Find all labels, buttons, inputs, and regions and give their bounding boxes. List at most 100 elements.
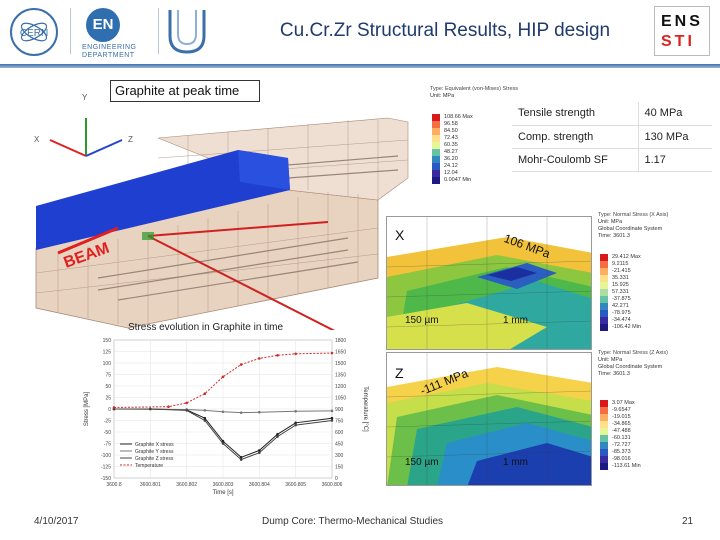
colorbar-label: -78.975: [612, 310, 631, 316]
colorbar-swatch: [600, 449, 608, 456]
slide-header: CERN EN ENGINEERING DEPARTMENT Cu.Cr.Zr …: [0, 0, 720, 68]
model-colorbar: [432, 114, 440, 184]
property-row: Comp. strength 130 MPa: [512, 125, 712, 149]
cern-logo: CERN: [8, 6, 60, 58]
colorbar-swatch: [432, 170, 440, 177]
colorbar-swatch: [432, 128, 440, 135]
zoom-region-marker: [142, 232, 154, 240]
header-divider: [158, 8, 159, 54]
x-tick-label: 3600.802: [176, 482, 197, 488]
en-logo-line1: ENGINEERING: [82, 44, 137, 51]
y2-axis-title: Temperature [°C]: [362, 386, 368, 432]
y-axis-title: Stress [MPa]: [84, 391, 90, 426]
ensti-logo: ENS STI: [654, 6, 710, 56]
y-tick-label: 50: [105, 384, 111, 390]
y-tick-label: 125: [103, 350, 112, 356]
y2-tick-label: 750: [335, 419, 344, 425]
y2-tick-label: 900: [335, 407, 344, 413]
stress-z-panel: Z -111 MPa 150 µm 1 mm: [386, 352, 592, 486]
data-point: [203, 409, 207, 412]
z-axis-arrow: [85, 139, 123, 157]
colorbar-label: 36.20: [444, 156, 458, 162]
data-point: [276, 354, 279, 357]
data-point: [167, 405, 170, 408]
property-value: 1.17: [637, 148, 712, 172]
panel-z-legend-header: Type: Normal Stress (Z Axis) Unit: MPa G…: [598, 350, 668, 378]
colorbar-label: 96.58: [444, 121, 458, 127]
colorbar-label: -113.61 Min: [612, 463, 641, 469]
y-tick-label: -75: [104, 442, 111, 448]
data-point: [258, 451, 261, 454]
data-point: [239, 363, 243, 366]
panel-z-legend-title: Type: Normal Stress (Z Axis): [598, 350, 668, 356]
ensti-logo-row2: STI: [661, 33, 695, 50]
colorbar-label: 12.04: [444, 170, 458, 176]
stress-evolution-chart: -150 -125 -100 -75 -50 -25 0 25 50 75 100 125 150 0 15…: [80, 332, 370, 498]
footer-title: Dump Core: Thermo-Mechanical Studies: [262, 516, 444, 527]
colorbar-label: -98.016: [612, 456, 631, 462]
data-point: [203, 416, 207, 420]
stress-x-contour: [387, 217, 591, 349]
y2-tick-label: 150: [335, 465, 344, 471]
colorbar-swatch: [600, 303, 608, 310]
colorbar-swatch: [600, 261, 608, 268]
x-tick-label: 3600.805: [285, 482, 306, 488]
colorbar-label: 35.331: [612, 275, 629, 281]
colorbar-swatch: [600, 435, 608, 442]
colorbar-label: 0.0047 Min: [444, 177, 472, 183]
colorbar-swatch: [600, 296, 608, 303]
y-tick-label: 75: [105, 373, 111, 379]
y-tick-label: -25: [104, 419, 111, 425]
data-point: [294, 423, 297, 427]
colorbar-swatch: [600, 421, 608, 428]
colorbar-label: -34.474: [612, 317, 631, 323]
en-logo-line2: DEPARTMENT: [82, 52, 135, 59]
data-point: [112, 406, 116, 409]
y-tick-label: -125: [101, 465, 111, 471]
y-tick-label: -100: [101, 453, 111, 459]
colorbar-label: 3.07 Max: [612, 400, 635, 406]
colorbar-label: 42.271: [612, 303, 629, 309]
data-point: [149, 407, 152, 411]
data-point: [258, 410, 261, 414]
y2-tick-label: 1050: [335, 396, 346, 402]
y2-tick-label: 1500: [335, 361, 346, 367]
colorbar-swatch: [600, 456, 608, 463]
chart-caption: Stress evolution in Graphite in time: [128, 322, 284, 333]
data-point: [276, 433, 279, 436]
panel-z-scale-left: 150 µm: [405, 457, 439, 468]
colorbar-swatch: [432, 142, 440, 149]
colorbar-label: -47.488: [612, 428, 631, 434]
data-point: [330, 419, 334, 422]
data-point: [239, 456, 243, 459]
material-properties-table: Tensile strength 40 MPa Comp. strength 130 …: [512, 102, 712, 172]
data-point: [330, 351, 334, 355]
colorbar-label: -9.6547: [612, 407, 631, 413]
en-logo-letters: EN: [86, 8, 120, 42]
colorbar-label: 72.43: [444, 135, 458, 141]
model-svg: Y X Z BEAM: [34, 93, 409, 355]
legend-label: Graphite Z stress: [135, 456, 174, 462]
x-tick-label: 3600.806: [322, 482, 343, 488]
data-point: [221, 442, 225, 445]
y2-tick-label: 0: [335, 476, 338, 482]
colorbar-label: 84.50: [444, 128, 458, 134]
data-point: [203, 392, 207, 395]
stress-x-panel: X 106 MPa 150 µm 1 mm: [386, 216, 592, 350]
data-point: [294, 352, 297, 356]
x-tick-label: 3600.8: [106, 482, 122, 488]
legend-label: Graphite X stress: [135, 442, 174, 448]
cern-logo-text: CERN: [20, 28, 48, 39]
y-tick-label: -150: [101, 476, 111, 482]
y2-tick-label: 300: [335, 453, 344, 459]
data-point: [221, 375, 225, 379]
panel-x-legend-cs: Global Coordinate System: [598, 226, 663, 232]
data-point: [294, 410, 297, 413]
panel-x-scale-right: 1 mm: [503, 315, 528, 326]
colorbar-label: 24.12: [444, 163, 458, 169]
y-tick-label: 25: [105, 396, 111, 402]
model-colorbar-labels: 108.66 Max 96.58 84.50 72.43 60.35 48.27 36.20…: [444, 114, 473, 184]
model-legend-unit: Unit: MPa: [430, 93, 455, 99]
x-tick-label: 3600.804: [249, 482, 270, 488]
property-label: Mohr-Coulomb SF: [512, 148, 638, 172]
